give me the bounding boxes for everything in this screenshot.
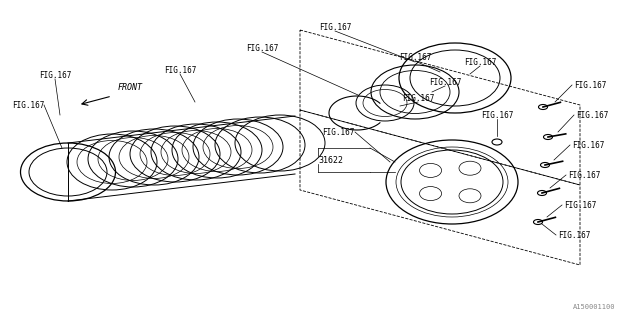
Text: FIG.167: FIG.167: [558, 230, 590, 239]
Text: FIG.167: FIG.167: [429, 77, 461, 86]
Text: A150001100: A150001100: [573, 304, 615, 310]
Text: FIG.167: FIG.167: [12, 100, 44, 109]
Text: FIG.167: FIG.167: [319, 22, 351, 31]
Text: FIG.167: FIG.167: [246, 44, 278, 52]
Text: 31622: 31622: [318, 156, 343, 164]
Text: FIG.167: FIG.167: [568, 171, 600, 180]
Text: FIG.167: FIG.167: [399, 52, 431, 61]
Text: FIG.167: FIG.167: [402, 93, 434, 102]
Text: FIG.167: FIG.167: [576, 110, 609, 119]
Text: FIG.167: FIG.167: [481, 110, 513, 119]
Text: FIG.167: FIG.167: [572, 140, 604, 149]
Text: FIG.167: FIG.167: [564, 201, 596, 210]
Text: FIG.167: FIG.167: [164, 66, 196, 75]
Text: FIG.167: FIG.167: [39, 70, 71, 79]
Text: FIG.167: FIG.167: [322, 127, 354, 137]
Text: FIG.167: FIG.167: [464, 58, 496, 67]
Text: FIG.167: FIG.167: [574, 81, 606, 90]
Text: FRONT: FRONT: [118, 83, 143, 92]
